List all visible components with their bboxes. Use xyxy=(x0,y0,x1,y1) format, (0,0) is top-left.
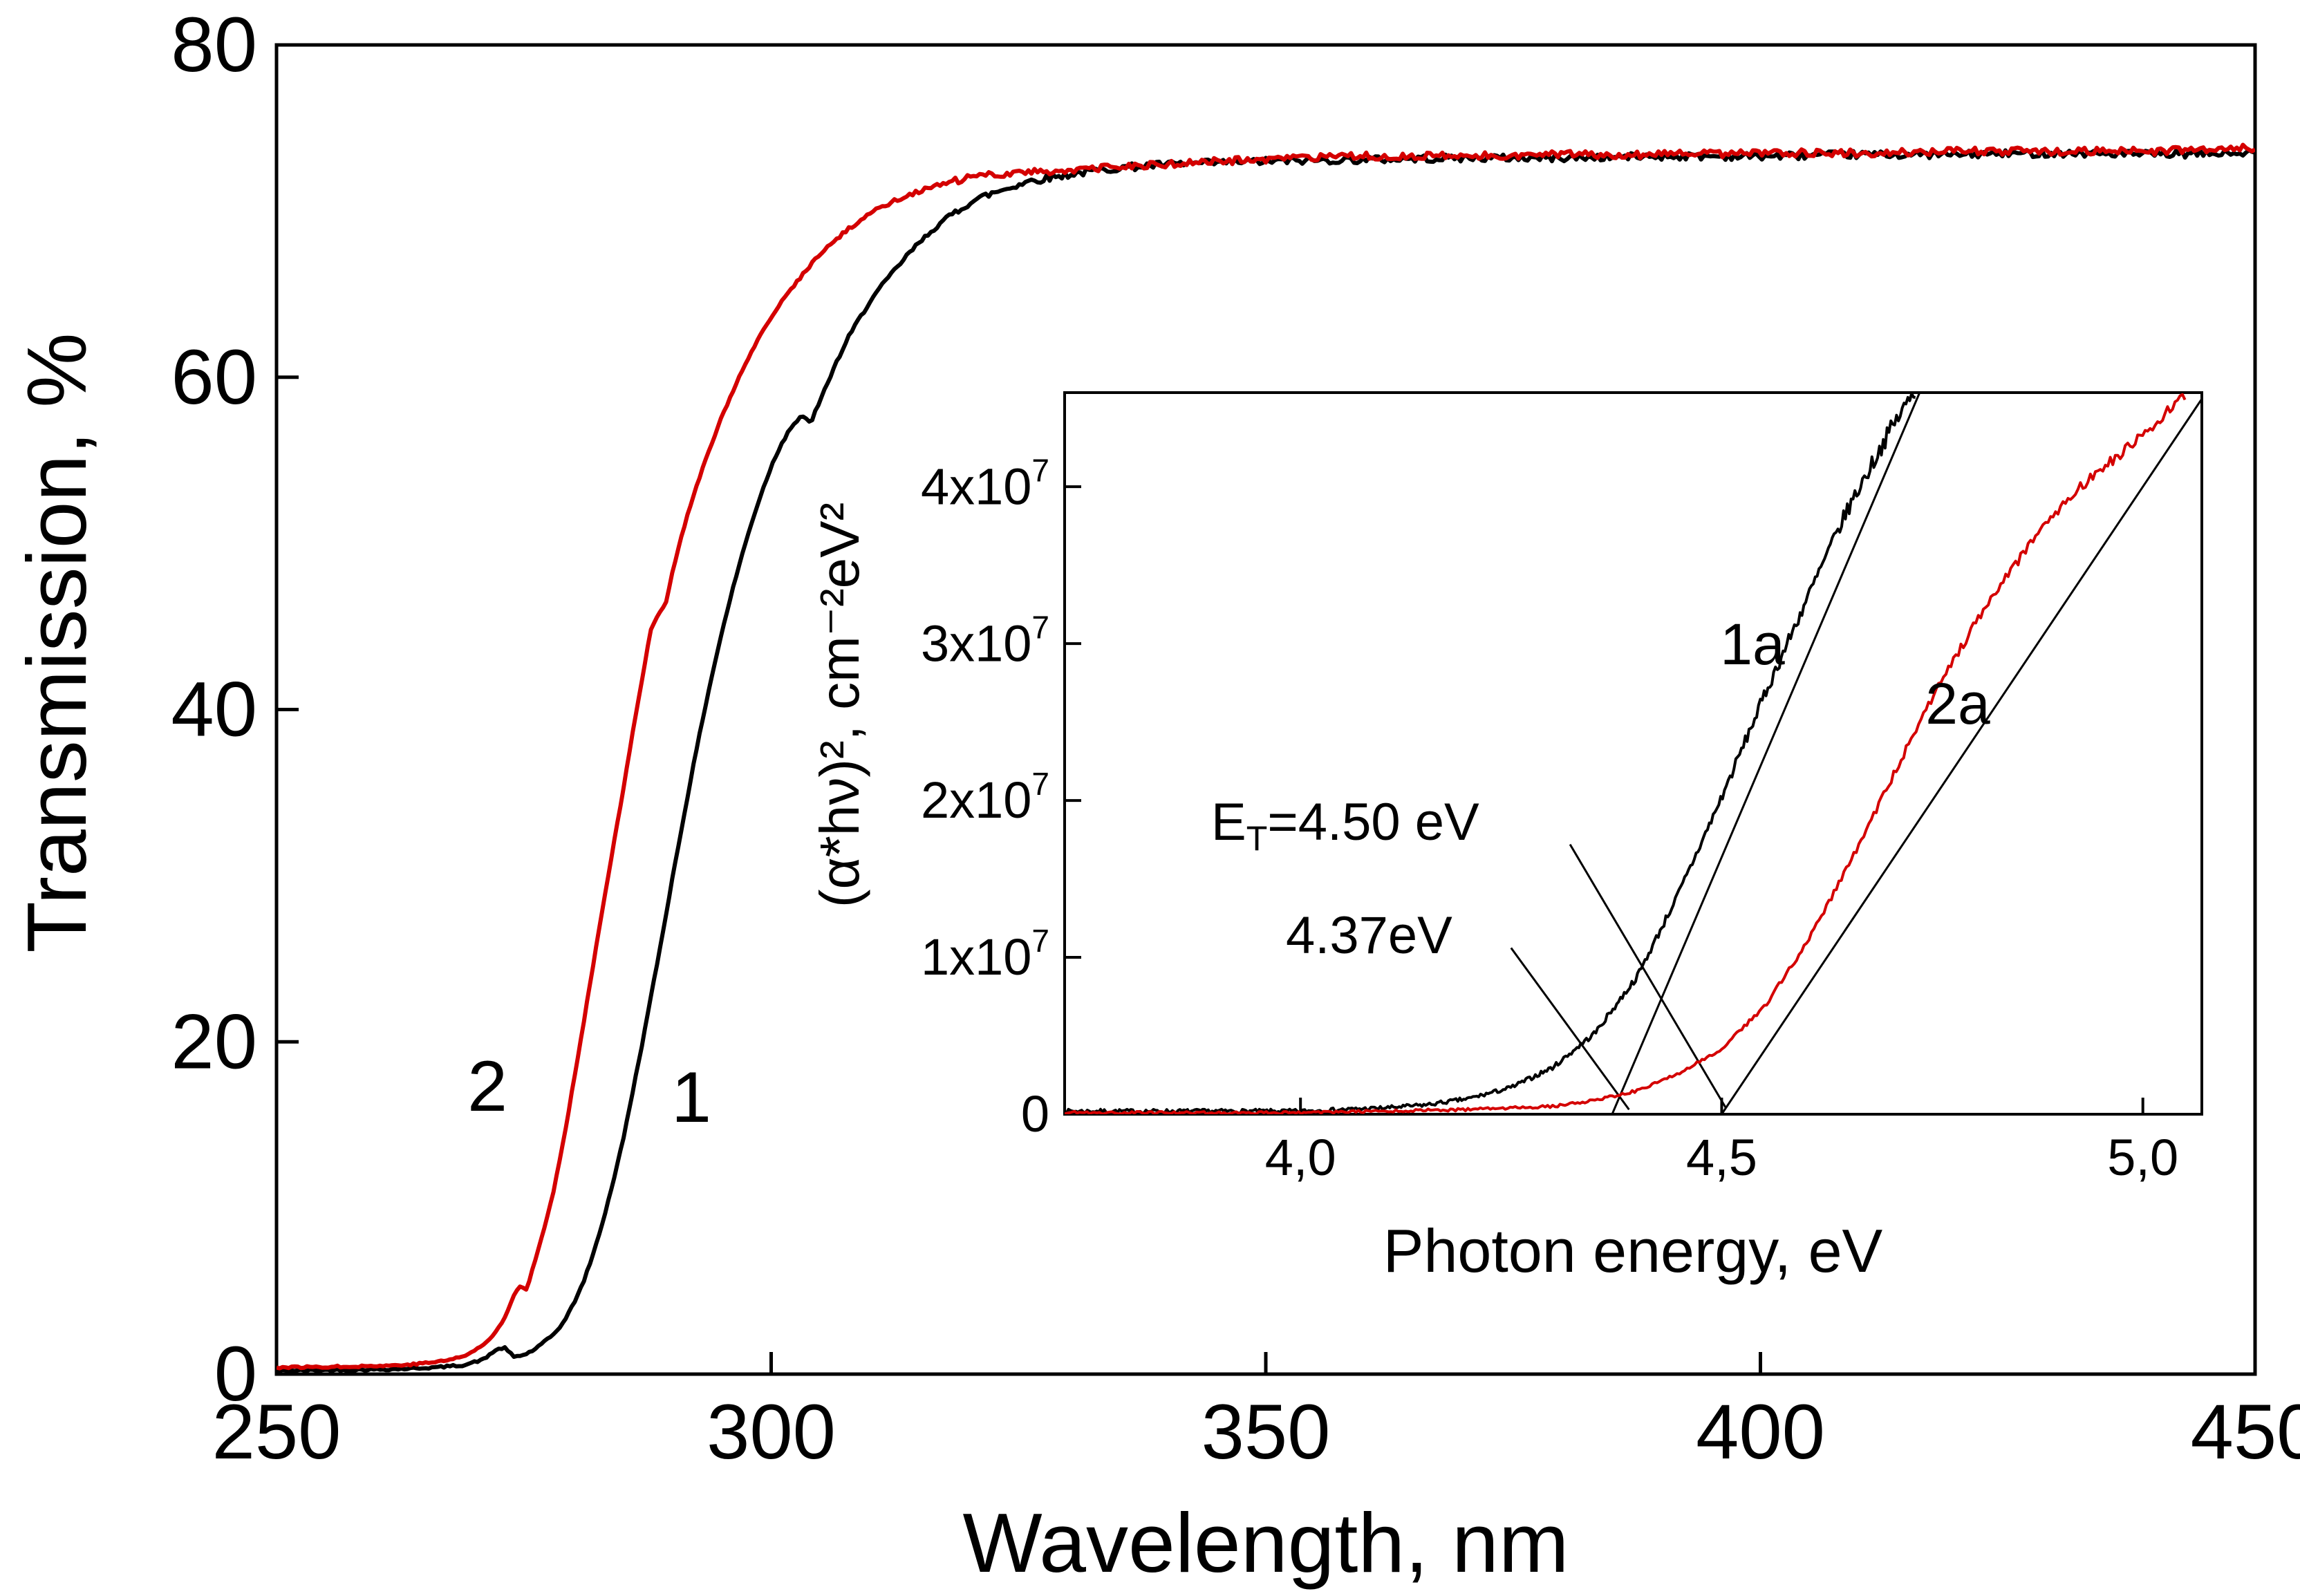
bandgap-annotation-450: ET=4.50 eV xyxy=(1211,796,1479,856)
bandgap-450-subscript: T xyxy=(1246,819,1268,858)
inset-x-tick-label: 4,0 xyxy=(1265,1129,1336,1186)
inset-x-axis-title: Photon energy, eV xyxy=(1383,1217,1883,1285)
main-x-tick-label: 300 xyxy=(707,1389,836,1475)
main-y-tick-label: 60 xyxy=(171,334,257,420)
curve-label-2: 2 xyxy=(467,1046,507,1127)
inset-x-tick-label: 4,5 xyxy=(1686,1129,1757,1186)
curve-label-2a: 2a xyxy=(1925,671,1990,736)
inset-series-1a xyxy=(1065,393,1916,1114)
main-y-tick-label: 20 xyxy=(171,998,257,1085)
curve-label-1a: 1a xyxy=(1720,612,1785,677)
leader-437 xyxy=(1510,947,1630,1111)
leader-et-450 xyxy=(1569,843,1727,1109)
main-y-axis-title: Transmission, % xyxy=(10,332,104,953)
inset-y-tick-label: 1x107 xyxy=(921,923,1049,986)
tangent-1a xyxy=(1611,393,1921,1114)
bandgap-450-value: =4.50 eV xyxy=(1267,793,1479,852)
inset-x-tick-label: 5,0 xyxy=(2107,1129,2178,1186)
inset-series-2a xyxy=(1065,393,2187,1114)
main-x-tick-label: 250 xyxy=(212,1389,342,1475)
inset-y-tick-label: 4x107 xyxy=(921,452,1049,515)
inset-y-axis-title: (α*hν)², cm⁻²eV² xyxy=(809,502,870,908)
bandgap-annotation-437: 4.37eV xyxy=(1286,906,1452,965)
main-series-2 xyxy=(277,142,2255,1371)
main-x-axis-title: Wavelength, nm xyxy=(962,1496,1569,1590)
main-y-tick-label: 40 xyxy=(171,666,257,753)
curve-label-1: 1 xyxy=(671,1058,711,1138)
tangent-2a xyxy=(1721,397,2202,1114)
bandgap-450-prefix: E xyxy=(1211,793,1246,852)
inset-y-tick-label: 3x107 xyxy=(921,609,1049,672)
inset-y-tick-label: 0 xyxy=(1021,1085,1049,1143)
main-y-tick-label: 0 xyxy=(214,1331,257,1417)
main-x-tick-label: 450 xyxy=(2191,1389,2300,1475)
main-y-tick-label: 80 xyxy=(171,1,257,88)
main-x-tick-label: 400 xyxy=(1696,1389,1825,1475)
inset-frame xyxy=(1063,391,2203,1116)
main-x-tick-label: 350 xyxy=(1202,1389,1331,1475)
inset-axes: 4,0 4,5 5,0 0 1x107 2x107 3x107 4x107 xyxy=(921,391,2203,1186)
inset-y-tick-label: 2x107 xyxy=(921,766,1049,829)
